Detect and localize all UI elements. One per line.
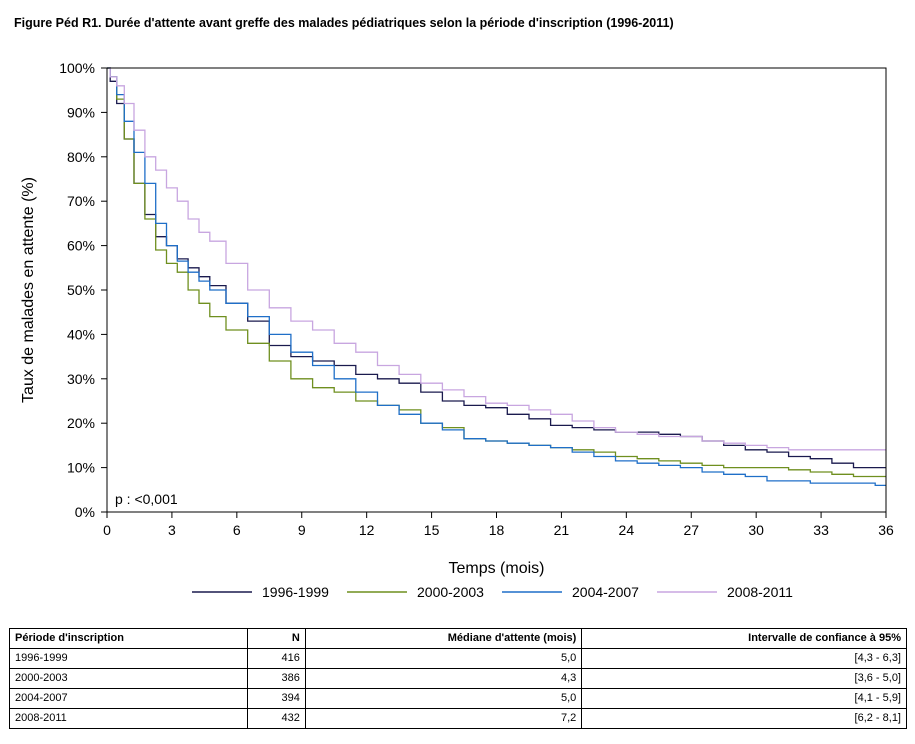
table-row: 2004-2007 394 5,0 [4,1 - 5,9] bbox=[9, 688, 907, 709]
cell-n: 386 bbox=[246, 668, 306, 689]
y-tick-label: 90% bbox=[67, 104, 95, 120]
y-tick-label: 80% bbox=[67, 149, 95, 165]
cell-ci: [3,6 - 5,0] bbox=[581, 668, 907, 689]
x-tick-label: 0 bbox=[103, 522, 111, 538]
table-header-row: Période d'inscription N Médiane d'attent… bbox=[9, 628, 907, 649]
x-tick-label: 9 bbox=[298, 522, 306, 538]
header-n: N bbox=[246, 628, 306, 649]
cell-n: 394 bbox=[246, 688, 306, 709]
x-tick-label: 18 bbox=[489, 522, 505, 538]
cell-period: 2008-2011 bbox=[9, 708, 248, 729]
cell-n: 432 bbox=[246, 708, 306, 729]
series-line-1996-1999 bbox=[107, 67, 886, 469]
series-line-2008-2011 bbox=[107, 67, 886, 451]
y-tick-label: 40% bbox=[67, 326, 95, 342]
series-line-2000-2003 bbox=[107, 67, 886, 478]
y-tick-label: 50% bbox=[67, 282, 95, 298]
y-tick-label: 60% bbox=[67, 238, 95, 254]
y-tick-label: 10% bbox=[67, 460, 95, 476]
legend-label: 2008-2011 bbox=[727, 584, 793, 600]
x-tick-label: 27 bbox=[683, 522, 699, 538]
x-tick-label: 33 bbox=[813, 522, 829, 538]
x-axis-label: Temps (mois) bbox=[448, 560, 544, 577]
figure-title: Figure Péd R1. Durée d'attente avant gre… bbox=[14, 16, 674, 30]
x-tick-labels: 0 3 6 9 12 15 18 21 24 27 30 33 36 bbox=[103, 522, 894, 538]
table-row: 2000-2003 386 4,3 [3,6 - 5,0] bbox=[9, 668, 907, 689]
legend-label: 2004-2007 bbox=[572, 584, 639, 600]
summary-table: Période d'inscription N Médiane d'attent… bbox=[9, 628, 907, 729]
x-tick-label: 21 bbox=[554, 522, 570, 538]
series-line-2004-2007 bbox=[107, 67, 886, 487]
x-tick-label: 3 bbox=[168, 522, 176, 538]
plot-frame bbox=[106, 67, 887, 513]
cell-median: 4,3 bbox=[304, 668, 583, 689]
cell-period: 2004-2007 bbox=[9, 688, 248, 709]
cell-median: 5,0 bbox=[304, 648, 583, 669]
y-tick-label: 0% bbox=[75, 504, 95, 520]
table-row: 2008-2011 432 7,2 [6,2 - 8,1] bbox=[9, 708, 907, 729]
y-tick-label: 20% bbox=[67, 415, 95, 431]
legend: 1996-1999 2000-2003 2004-2007 2008-2011 bbox=[192, 584, 793, 600]
y-tick-labels: 0% 10% 20% 30% 40% 50% 60% 70% 80% 90% 100% bbox=[59, 60, 95, 520]
cell-median: 5,0 bbox=[304, 688, 583, 709]
cell-period: 1996-1999 bbox=[9, 648, 248, 669]
table-row: 1996-1999 416 5,0 [4,3 - 6,3] bbox=[9, 648, 907, 669]
cell-n: 416 bbox=[246, 648, 306, 669]
x-tick-label: 6 bbox=[233, 522, 241, 538]
header-ci: Intervalle de confiance à 95% bbox=[581, 628, 907, 649]
series-lines bbox=[107, 67, 886, 487]
cell-median: 7,2 bbox=[304, 708, 583, 729]
header-period: Période d'inscription bbox=[9, 628, 248, 649]
legend-label: 2000-2003 bbox=[417, 584, 484, 600]
x-tick-label: 12 bbox=[359, 522, 375, 538]
cell-ci: [6,2 - 8,1] bbox=[581, 708, 907, 729]
x-tick-label: 24 bbox=[619, 522, 635, 538]
y-tick-label: 30% bbox=[67, 371, 95, 387]
cell-ci: [4,3 - 6,3] bbox=[581, 648, 907, 669]
header-median: Médiane d'attente (mois) bbox=[304, 628, 583, 649]
y-tick-label: 70% bbox=[67, 193, 95, 209]
p-value-annotation: p : <0,001 bbox=[115, 491, 178, 507]
x-tick-label: 30 bbox=[748, 522, 764, 538]
axis-ticks bbox=[101, 67, 887, 518]
survival-chart: 0 3 6 9 12 15 18 21 24 27 30 33 36 0%10%20%30%40%50%… bbox=[20, 60, 894, 600]
x-tick-label: 15 bbox=[424, 522, 440, 538]
cell-ci: [4,1 - 5,9] bbox=[581, 688, 907, 709]
y-axis-label: Taux de malades en attente (%) bbox=[20, 177, 37, 403]
legend-label: 1996-1999 bbox=[262, 584, 329, 600]
cell-period: 2000-2003 bbox=[9, 668, 248, 689]
x-tick-label: 36 bbox=[878, 522, 894, 538]
y-tick-label: 100% bbox=[59, 60, 95, 76]
